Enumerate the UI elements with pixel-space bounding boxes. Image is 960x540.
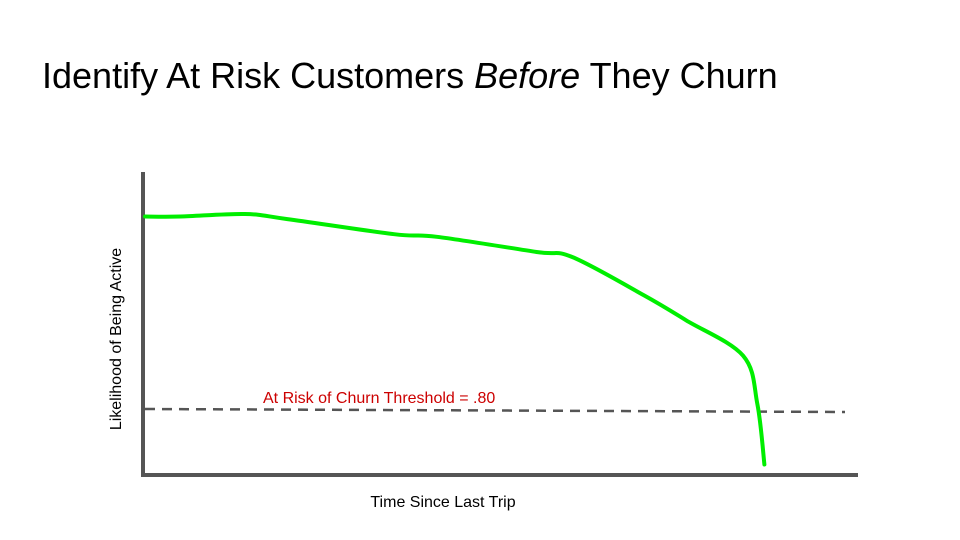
- series-line-0: [143, 211, 767, 467]
- title-text: Identify At Risk Customers: [42, 55, 475, 96]
- title-emphasis: Before: [474, 55, 581, 96]
- slide-title: Identify At Risk Customers Before They C…: [42, 54, 778, 97]
- threshold-line: [144, 407, 846, 414]
- y-axis-label: Likelihood of Being Active: [108, 248, 125, 430]
- x-axis-label: Time Since Last Trip: [370, 494, 515, 511]
- title-text-end: They Churn: [580, 55, 778, 96]
- series-group: [143, 211, 767, 467]
- threshold-label: At Risk of Churn Threshold = .80: [263, 390, 495, 407]
- threshold-group: [144, 407, 846, 414]
